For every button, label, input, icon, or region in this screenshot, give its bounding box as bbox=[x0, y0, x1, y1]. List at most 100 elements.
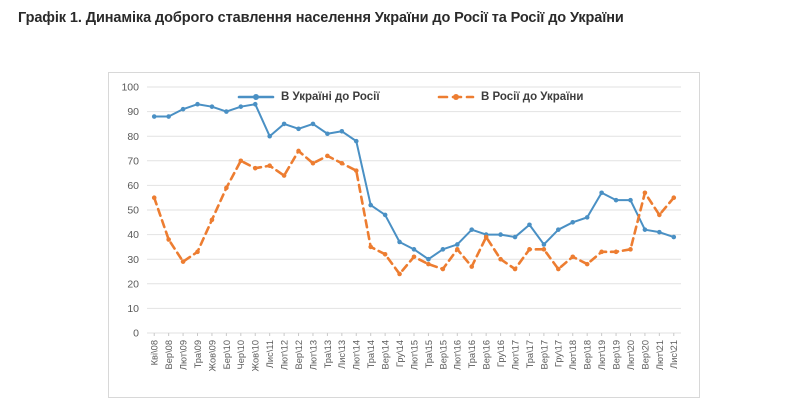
data-point bbox=[151, 114, 157, 119]
data-point bbox=[325, 153, 330, 159]
data-point bbox=[628, 247, 633, 252]
data-point bbox=[657, 212, 662, 218]
legend-label-1[interactable]: В Україні до Росії bbox=[281, 91, 380, 103]
y-axis-tick-label: 80 bbox=[127, 131, 139, 143]
series-line-1 bbox=[153, 103, 675, 261]
data-point bbox=[382, 251, 388, 257]
data-point bbox=[166, 237, 171, 242]
x-axis-tick-label: Вер\18 bbox=[583, 340, 593, 369]
x-axis-tick-label: Лют\12 bbox=[280, 340, 290, 370]
data-point bbox=[469, 264, 475, 269]
x-axis-tick-label: Лют\17 bbox=[510, 340, 520, 370]
data-point bbox=[296, 148, 301, 154]
x-axis-tick-label: Лют\18 bbox=[568, 340, 578, 370]
y-axis-tick-label: 30 bbox=[127, 254, 139, 266]
data-point bbox=[657, 229, 662, 235]
x-axis-tick-label: Бер\10 bbox=[222, 340, 232, 369]
data-point bbox=[527, 222, 532, 228]
data-point bbox=[483, 234, 489, 240]
data-point bbox=[455, 242, 460, 247]
data-point bbox=[368, 202, 374, 208]
data-point bbox=[238, 158, 244, 164]
data-point bbox=[267, 133, 272, 139]
data-point bbox=[209, 217, 215, 223]
data-point bbox=[642, 227, 648, 232]
data-point bbox=[180, 259, 186, 264]
data-point bbox=[339, 128, 345, 134]
data-point bbox=[455, 247, 460, 252]
data-point bbox=[541, 242, 547, 247]
data-point bbox=[353, 168, 359, 173]
x-axis-tick-label: Вер\14 bbox=[381, 340, 391, 369]
data-point bbox=[252, 101, 258, 107]
data-point bbox=[512, 266, 518, 272]
x-axis-tick-label: Гру\17 bbox=[554, 340, 564, 367]
data-point bbox=[382, 212, 388, 218]
x-axis-tick-label: Чер\10 bbox=[236, 340, 246, 369]
data-point bbox=[642, 190, 648, 196]
legend-label-2[interactable]: В Росії до України bbox=[481, 91, 583, 103]
x-axis-tick-label: Вер\17 bbox=[539, 340, 549, 369]
data-point bbox=[556, 266, 561, 272]
y-axis-tick-label: 40 bbox=[127, 229, 139, 241]
x-axis-tick-label: Гру\14 bbox=[395, 340, 405, 367]
x-axis-tick-label: Лис\13 bbox=[337, 340, 347, 369]
data-point bbox=[426, 256, 431, 262]
x-axis-tick-label: Гру\16 bbox=[496, 340, 506, 367]
x-axis-tick-label: Тра\14 bbox=[366, 340, 376, 368]
data-point bbox=[339, 160, 345, 166]
data-point bbox=[397, 239, 402, 245]
data-point bbox=[195, 249, 200, 255]
x-axis-tick-label: Вер\19 bbox=[611, 340, 621, 369]
x-axis-tick-label: Тра\16 bbox=[467, 340, 477, 368]
data-point bbox=[512, 234, 518, 240]
x-axis-tick-label: Тра\13 bbox=[323, 340, 333, 368]
x-axis-tick-label: Кві\08 bbox=[150, 340, 160, 365]
data-point bbox=[296, 126, 301, 132]
data-point bbox=[556, 227, 561, 232]
y-axis-tick-label: 10 bbox=[127, 303, 139, 315]
x-axis-tick-label: Вер\12 bbox=[294, 340, 304, 369]
y-axis-tick-label: 70 bbox=[127, 155, 139, 167]
legend-marker-1 bbox=[253, 94, 259, 100]
x-axis-tick-label: Жов\09 bbox=[207, 340, 217, 372]
data-point bbox=[599, 190, 604, 196]
data-point bbox=[628, 197, 633, 203]
data-point bbox=[325, 131, 330, 137]
data-point bbox=[180, 106, 186, 112]
data-point bbox=[599, 249, 604, 255]
data-point bbox=[195, 101, 200, 107]
y-axis-tick-label: 0 bbox=[133, 328, 139, 340]
x-axis-tick-label: Лют\19 bbox=[597, 340, 607, 370]
data-point bbox=[224, 185, 229, 191]
x-axis-tick-label: Тра\09 bbox=[193, 340, 203, 368]
data-point bbox=[209, 104, 215, 109]
x-axis-tick-label: Вер\08 bbox=[164, 340, 174, 369]
chart-container: 0 10 20 30 40 50 60 70 80 90 100 Кві\08 Вер\08 Лют\09… bbox=[108, 72, 700, 398]
data-point bbox=[671, 234, 677, 240]
y-axis-tick-label: 20 bbox=[127, 278, 139, 290]
data-point bbox=[267, 163, 272, 169]
data-point bbox=[426, 261, 431, 267]
x-axis-tick-label: Вер\16 bbox=[482, 340, 492, 369]
data-point bbox=[310, 121, 316, 127]
y-axis-tick-label: 100 bbox=[121, 82, 139, 94]
x-axis-tick-label: Лют\13 bbox=[308, 340, 318, 370]
data-point bbox=[238, 104, 244, 109]
data-point bbox=[570, 220, 576, 225]
data-point bbox=[613, 197, 619, 203]
data-point bbox=[411, 247, 417, 252]
x-axis-tick-label: Вер\15 bbox=[438, 340, 448, 369]
x-axis-tick-label: Тра\17 bbox=[525, 340, 535, 368]
page-title: Графік 1. Динаміка доброго ставлення нас… bbox=[18, 10, 624, 26]
data-point bbox=[353, 138, 359, 144]
x-axis-tick-label: Вер\20 bbox=[640, 340, 650, 369]
data-point bbox=[397, 271, 402, 277]
x-axis-tick-label: Лют\16 bbox=[453, 340, 463, 370]
data-point bbox=[584, 261, 590, 267]
x-axis-tick-label: Лют\20 bbox=[626, 340, 636, 370]
x-axis-tick-label: Жов\10 bbox=[251, 340, 261, 372]
data-point bbox=[281, 121, 287, 127]
data-point bbox=[541, 247, 547, 252]
data-point bbox=[281, 173, 287, 178]
